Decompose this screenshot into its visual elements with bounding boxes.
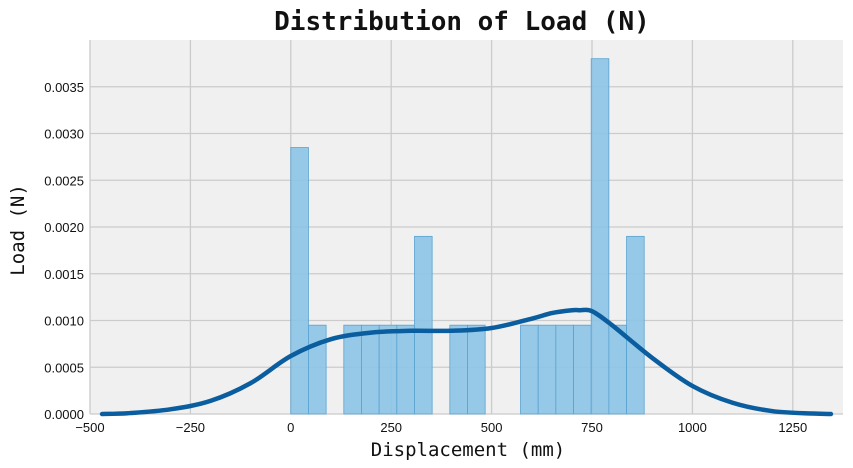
y-tick-label: 0.0030 <box>44 127 84 142</box>
x-tick-label: −500 <box>75 420 104 435</box>
histogram-bar <box>396 324 415 415</box>
histogram-bar <box>290 147 309 415</box>
histogram-bar <box>520 324 539 415</box>
histogram-bar <box>361 324 380 415</box>
histogram-bar <box>555 324 574 415</box>
x-tick-label: −250 <box>176 420 205 435</box>
x-tick-label: 750 <box>581 420 603 435</box>
histogram-bar <box>608 324 627 415</box>
x-tick-label: 500 <box>481 420 503 435</box>
y-tick-label: 0.0015 <box>44 267 84 282</box>
histogram-bar <box>343 324 362 415</box>
histogram-bar <box>308 324 327 415</box>
chart-title: Distribution of Load (N) <box>274 7 650 37</box>
x-tick-label: 1000 <box>678 420 707 435</box>
histogram-bar <box>414 235 433 415</box>
histogram-bar <box>467 324 486 415</box>
x-tick-label: 0 <box>287 420 294 435</box>
y-axis-label: Load (N) <box>7 184 29 276</box>
x-axis-label: Displacement (mm) <box>371 439 565 461</box>
kde-curve <box>99 307 834 417</box>
x-tick-labels: −500 −250 0 250 500 750 1000 1250 <box>75 420 807 435</box>
y-tick-label: 0.0035 <box>44 80 84 95</box>
y-tick-label: 0.0020 <box>44 220 84 235</box>
y-tick-label: 0.0000 <box>44 407 84 422</box>
y-tick-label: 0.0025 <box>44 173 84 188</box>
y-tick-labels: 0.0000 0.0005 0.0010 0.0015 0.0020 0.0025 0.00… <box>44 80 84 422</box>
histogram-bar <box>626 235 645 415</box>
histogram-bar <box>590 58 610 415</box>
x-tick-label: 250 <box>380 420 402 435</box>
y-tick-label: 0.0010 <box>44 314 84 329</box>
histogram-bar <box>537 324 557 415</box>
histogram-bars <box>290 58 645 415</box>
x-tick-label: 1250 <box>778 420 807 435</box>
histogram-bar <box>378 324 398 415</box>
histogram-bar <box>573 324 592 415</box>
y-tick-label: 0.0005 <box>44 360 84 375</box>
histogram-bar <box>449 324 468 415</box>
